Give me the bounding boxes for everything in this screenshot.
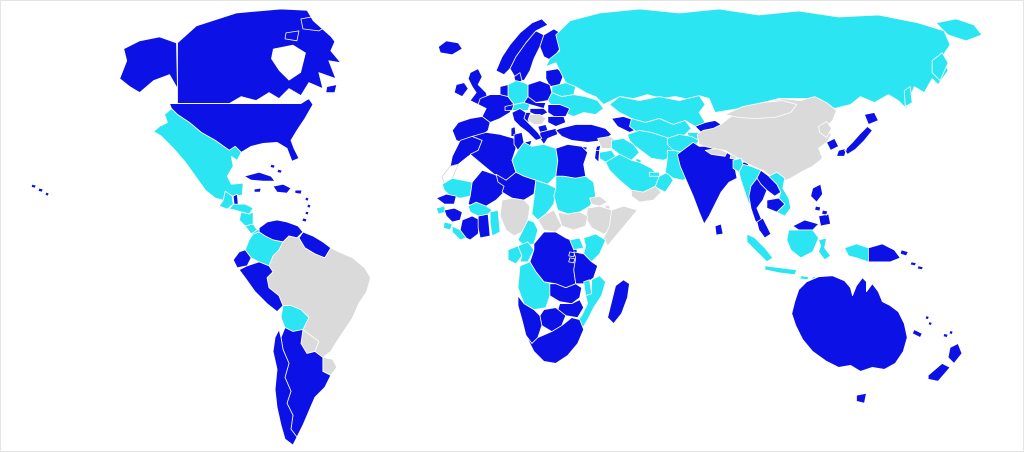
country-bahamas — [269, 163, 283, 174]
country-chile — [272, 329, 298, 446]
country-kenya — [583, 233, 606, 263]
country-russia-chukotka — [935, 18, 983, 42]
country-malawi — [583, 279, 593, 297]
country-jamaica — [253, 187, 262, 193]
country-uganda — [569, 237, 585, 251]
country-israel — [594, 149, 601, 163]
country-united-states-alaska — [119, 36, 178, 93]
country-thailand — [748, 177, 768, 231]
country-philippines — [810, 183, 831, 227]
country-papua-new-guinea — [868, 243, 909, 263]
country-togo-benin — [489, 209, 501, 237]
country-ghana — [477, 213, 491, 239]
country-mali — [467, 169, 507, 209]
country-united-states-hawaii — [30, 183, 50, 197]
country-guinea — [443, 207, 463, 223]
country-somalia — [603, 205, 638, 247]
country-egypt — [555, 143, 589, 179]
country-gulf-states — [648, 171, 660, 177]
country-south-korea — [826, 137, 839, 151]
country-yemen — [631, 185, 662, 203]
country-mexico — [153, 108, 244, 201]
country-russia-sakhalin — [903, 86, 913, 107]
country-bulgaria — [547, 116, 567, 127]
country-australia-tasmania — [856, 392, 867, 404]
country-fiji — [942, 330, 954, 338]
country-nicaragua — [238, 211, 254, 227]
country-sierra-leone — [442, 221, 453, 231]
country-mongolia — [724, 100, 798, 119]
country-czech-slovakia — [523, 96, 547, 109]
country-sudan — [553, 175, 597, 215]
country-hungary — [529, 108, 549, 117]
country-rwanda-burundi — [568, 251, 576, 264]
country-hispaniola — [272, 183, 292, 194]
country-congo-brazzaville — [517, 241, 535, 263]
country-south-sudan — [557, 211, 589, 231]
country-ecuador — [232, 249, 252, 269]
country-vietnam — [768, 171, 792, 217]
country-romania — [547, 104, 571, 117]
country-cuba — [243, 171, 276, 182]
country-madagascar — [607, 279, 630, 324]
country-vanuatu — [924, 315, 933, 326]
country-liberia — [451, 225, 467, 241]
country-honduras — [228, 203, 254, 215]
country-niger — [495, 171, 537, 201]
country-zambia — [549, 283, 583, 305]
country-australia — [791, 275, 908, 372]
country-puerto-rico — [294, 189, 303, 195]
country-japan — [836, 112, 879, 157]
country-gabon — [507, 245, 523, 265]
country-solomon-islands — [909, 261, 924, 271]
country-ivory-coast — [459, 215, 481, 241]
country-cambodia — [766, 197, 786, 213]
country-north-korea — [818, 121, 832, 138]
country-brazil — [266, 231, 372, 358]
country-south-africa — [525, 317, 585, 364]
country-burkina-faso — [467, 201, 493, 217]
country-cameroon — [517, 219, 539, 247]
country-iceland — [437, 40, 463, 56]
country-france — [477, 94, 515, 123]
hudson-bay — [271, 44, 306, 81]
country-ireland — [453, 82, 469, 97]
country-russia — [545, 8, 951, 113]
country-serbia-bosnia — [527, 114, 547, 125]
country-greenland — [305, 5, 393, 61]
country-malaysia — [756, 217, 820, 239]
country-new-caledonia — [911, 329, 923, 338]
country-lesser-antilles — [301, 196, 312, 223]
country-senegal — [435, 193, 457, 205]
country-new-zealand — [927, 343, 963, 382]
country-central-african-republic — [537, 209, 563, 233]
country-turkey — [555, 124, 612, 143]
country-lebanon — [595, 144, 602, 151]
country-russia-kamchatka — [931, 52, 949, 82]
country-sri-lanka — [714, 223, 724, 236]
country-eritrea — [589, 195, 608, 207]
